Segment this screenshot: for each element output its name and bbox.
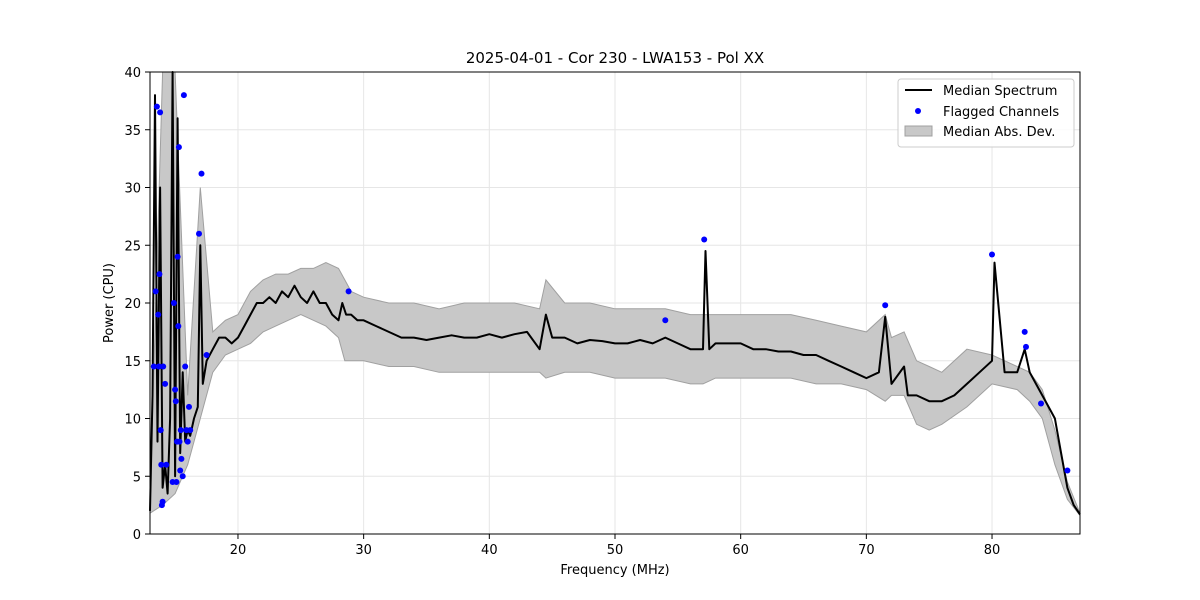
flagged-point [163,461,170,468]
flagged-point [345,288,352,295]
flagged-point [187,427,194,434]
legend-box [897,78,1075,148]
flagged-point [176,438,183,445]
y-tick-label: 30 [124,182,141,197]
flagged-point [186,403,192,410]
flagged-point [198,170,205,177]
flagged-point [157,109,164,116]
flagged-point [175,323,182,330]
flagged-point [158,461,165,468]
x-tick-label: 30 [355,543,372,558]
flagged-point [989,251,995,258]
x-tick-label: 60 [732,543,749,558]
flagged-point [175,144,182,151]
legend-mad-swatch [904,125,933,137]
legend-mad-label: Median Abs. Dev. [943,125,1055,140]
flagged-point [172,386,179,393]
flagged-point [1021,328,1028,335]
flagged-point [170,300,177,306]
y-axis-ticks: 0 5 10 15 20 25 30 35 40 [124,66,150,543]
x-tick-label: 40 [481,543,498,558]
y-tick-label: 40 [124,66,141,81]
x-tick-label: 20 [230,543,247,558]
flagged-point [155,363,162,370]
flagged-point [203,352,210,358]
flagged-point [156,271,163,278]
flagged-point [184,438,191,445]
y-tick-label: 5 [133,470,141,485]
flagged-point [150,363,157,370]
flagged-point [160,363,167,370]
y-axis-title: Power (CPU) [102,263,117,343]
flagged-point [155,311,162,318]
flagged-points [150,92,1071,509]
flagged-point [162,380,169,387]
flagged-point [173,479,180,485]
flagged-point [701,236,708,243]
y-tick-label: 0 [133,528,141,543]
x-tick-label: 80 [984,543,1001,558]
flagged-point [152,288,159,295]
y-tick-label: 20 [124,297,141,312]
y-tick-label: 10 [124,413,141,428]
flagged-point [172,398,179,405]
median-spectrum-line [149,71,1081,515]
flagged-point [179,473,186,480]
y-tick-label: 25 [124,239,141,254]
median-spectrum-line-group [149,71,1081,515]
flagged-point [157,427,164,434]
x-tick-label: 70 [858,543,875,558]
flagged-point [180,92,187,99]
y-tick-label: 15 [124,355,141,370]
flagged-point [1023,343,1029,350]
legend: Median Spectrum Flagged Channels Median … [897,78,1075,148]
flagged-point [159,498,166,505]
x-axis-title: Frequency (MHz) [560,563,669,578]
legend-median-label: Median Spectrum [943,84,1057,99]
flagged-point [1064,467,1071,474]
y-tick-label: 35 [124,124,141,139]
x-axis-ticks: 20 30 40 50 60 70 80 [230,534,1001,558]
flagged-point [882,302,889,309]
flagged-point [662,317,669,324]
flagged-point [178,455,185,462]
flagged-point [177,467,184,474]
chart-title: 2025-04-01 - Cor 230 - LWA153 - Pol XX [466,49,764,67]
flagged-point [153,103,160,110]
flagged-point [196,230,202,237]
flagged-point [182,363,189,370]
x-tick-label: 50 [607,543,624,558]
legend-flagged-swatch [915,108,921,114]
flagged-point [177,427,184,434]
flagged-point [1038,400,1044,407]
flagged-point [174,253,181,260]
legend-flagged-label: Flagged Channels [943,105,1059,120]
